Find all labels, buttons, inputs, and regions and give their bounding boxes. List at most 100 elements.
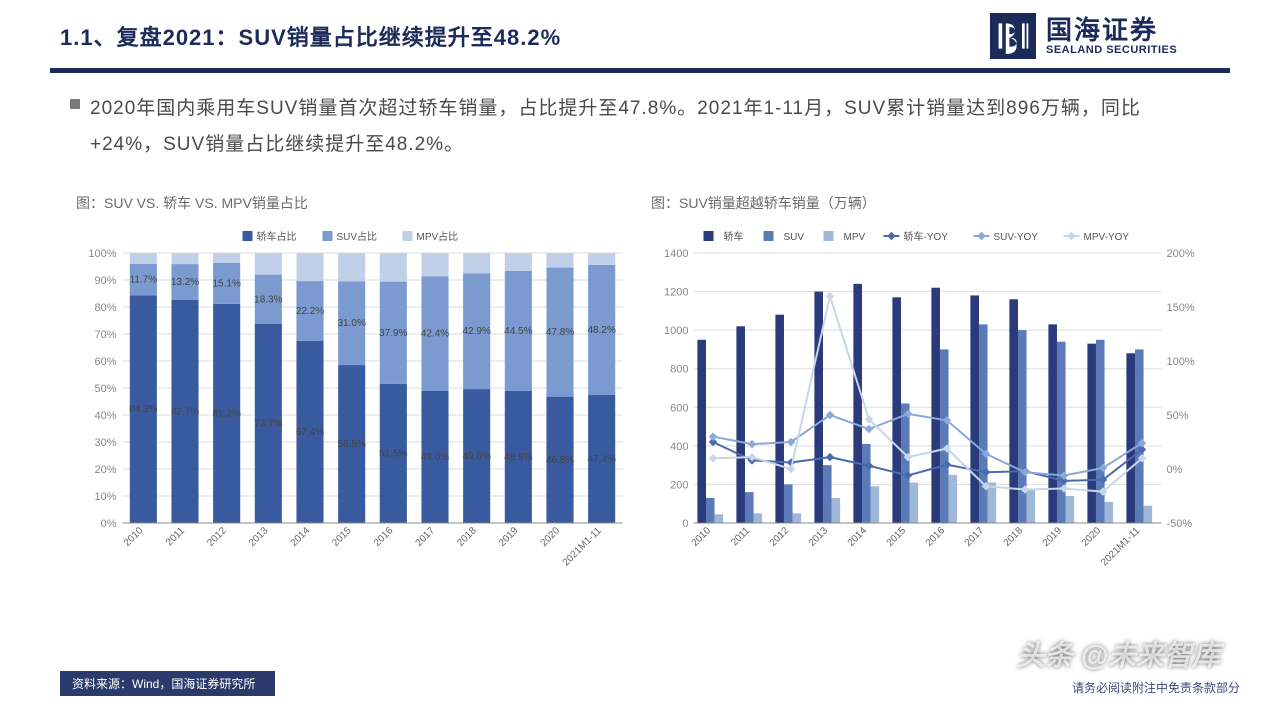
svg-text:2012: 2012 <box>768 525 792 549</box>
svg-text:2019: 2019 <box>1041 525 1065 549</box>
svg-text:2014: 2014 <box>846 525 870 549</box>
svg-text:84.3%: 84.3% <box>129 404 157 415</box>
svg-text:2018: 2018 <box>455 525 479 549</box>
chart-right-title: 图：SUV销量超越轿车销量（万辆） <box>645 193 1210 213</box>
svg-text:800: 800 <box>670 364 688 376</box>
svg-text:2012: 2012 <box>205 525 229 549</box>
slide-body: 2020年国内乘用车SUV销量首次超过轿车销量，占比提升至47.8%。2021年… <box>0 73 1280 588</box>
svg-text:20%: 20% <box>94 464 116 476</box>
svg-text:2015: 2015 <box>885 525 909 549</box>
svg-text:2015: 2015 <box>330 525 354 549</box>
svg-text:42.4%: 42.4% <box>421 329 449 340</box>
svg-text:SUV: SUV <box>784 232 805 243</box>
svg-text:2013: 2013 <box>807 525 831 549</box>
svg-text:90%: 90% <box>94 275 116 287</box>
slide-header: 1.1、复盘2021：SUV销量占比继续提升至48.2% 国海证券 SEALAN… <box>0 0 1280 60</box>
svg-text:22.2%: 22.2% <box>296 306 324 317</box>
stacked-bar-chart: 0%10%20%30%40%50%60%70%80%90%100%84.3%11… <box>70 223 635 583</box>
svg-text:44.5%: 44.5% <box>504 326 532 337</box>
svg-text:200%: 200% <box>1167 248 1195 260</box>
svg-text:2019: 2019 <box>497 525 521 549</box>
svg-text:轿车-YOY: 轿车-YOY <box>904 230 949 243</box>
body-paragraph: 2020年国内乘用车SUV销量首次超过轿车销量，占比提升至47.8%。2021年… <box>90 91 1210 163</box>
svg-text:11.7%: 11.7% <box>130 275 158 286</box>
svg-text:600: 600 <box>670 402 688 414</box>
svg-text:2020: 2020 <box>539 525 563 549</box>
svg-text:47.8%: 47.8% <box>546 327 574 338</box>
svg-text:81.2%: 81.2% <box>212 409 240 420</box>
svg-text:150%: 150% <box>1167 302 1195 314</box>
svg-text:31.0%: 31.0% <box>337 318 365 329</box>
watermark: 头条 @未来智库 <box>1017 634 1220 674</box>
svg-text:82.7%: 82.7% <box>171 407 199 418</box>
logo-cn: 国海证券 <box>1046 16 1177 45</box>
svg-text:2011: 2011 <box>729 525 752 548</box>
svg-text:48.9%: 48.9% <box>504 452 532 463</box>
combo-chart: 0200400600800100012001400-50%0%50%100%15… <box>645 223 1210 583</box>
svg-text:2011: 2011 <box>164 525 187 548</box>
logo-mark-icon <box>990 13 1036 59</box>
svg-text:67.4%: 67.4% <box>296 427 324 438</box>
svg-text:2017: 2017 <box>963 525 987 549</box>
svg-text:MPV: MPV <box>844 232 866 243</box>
svg-text:0: 0 <box>682 518 688 530</box>
logo-text: 国海证券 SEALAND SECURITIES <box>1046 16 1177 57</box>
svg-text:70%: 70% <box>94 329 116 341</box>
svg-text:50%: 50% <box>94 383 116 395</box>
svg-text:轿车: 轿车 <box>724 230 744 243</box>
svg-text:40%: 40% <box>94 410 116 422</box>
svg-text:1400: 1400 <box>664 248 688 260</box>
bullet-icon <box>70 99 80 109</box>
svg-text:2016: 2016 <box>924 525 948 549</box>
svg-text:0%: 0% <box>101 518 117 530</box>
svg-text:1200: 1200 <box>664 287 688 299</box>
svg-text:2021M1-11: 2021M1-11 <box>1099 525 1142 568</box>
svg-text:46.8%: 46.8% <box>546 455 574 466</box>
disclaimer: 请务必阅读附注中免责条款部分 <box>1072 679 1240 696</box>
svg-text:47.4%: 47.4% <box>587 454 615 465</box>
svg-text:49.6%: 49.6% <box>462 451 490 462</box>
svg-text:51.5%: 51.5% <box>379 449 407 460</box>
svg-text:轿车占比: 轿车占比 <box>257 230 297 243</box>
svg-text:SUV占比: SUV占比 <box>337 230 378 243</box>
svg-text:73.7%: 73.7% <box>254 419 282 430</box>
svg-text:1000: 1000 <box>664 325 688 337</box>
svg-text:37.9%: 37.9% <box>379 328 407 339</box>
svg-text:-50%: -50% <box>1167 518 1193 530</box>
svg-text:2020: 2020 <box>1080 525 1104 549</box>
slide-page: 1.1、复盘2021：SUV销量占比继续提升至48.2% 国海证券 SEALAN… <box>0 0 1280 720</box>
chart-left-col: 图：SUV VS. 轿车 VS. MPV销量占比 0% 10% 20% 30% 40% 5… <box>70 193 635 588</box>
svg-text:100%: 100% <box>88 248 116 260</box>
bullet-row: 2020年国内乘用车SUV销量首次超过轿车销量，占比提升至47.8%。2021年… <box>70 91 1210 163</box>
svg-text:2016: 2016 <box>372 525 396 549</box>
svg-text:2013: 2013 <box>247 525 271 549</box>
svg-text:10%: 10% <box>94 491 116 503</box>
svg-text:49.0%: 49.0% <box>421 452 449 463</box>
svg-text:MPV占比: MPV占比 <box>417 230 459 243</box>
chart-right-col: 图：SUV销量超越轿车销量（万辆） 0 200 400 600 800 1000 1200 1… <box>645 193 1210 588</box>
svg-text:15.1%: 15.1% <box>212 279 240 290</box>
svg-text:SUV-YOY: SUV-YOY <box>994 232 1039 243</box>
company-logo: 国海证券 SEALAND SECURITIES <box>990 8 1260 64</box>
svg-text:30%: 30% <box>94 437 116 449</box>
svg-text:100%: 100% <box>1167 356 1195 368</box>
svg-text:MPV-YOY: MPV-YOY <box>1084 232 1130 243</box>
svg-text:13.2%: 13.2% <box>171 277 199 288</box>
svg-text:2010: 2010 <box>122 525 146 549</box>
svg-text:18.3%: 18.3% <box>254 294 282 305</box>
svg-text:200: 200 <box>670 480 688 492</box>
svg-text:2017: 2017 <box>414 525 438 549</box>
source-footer: 资料来源：Wind，国海证券研究所 <box>60 671 275 696</box>
svg-text:58.5%: 58.5% <box>337 439 365 450</box>
svg-text:2014: 2014 <box>289 525 313 549</box>
svg-text:42.9%: 42.9% <box>462 326 490 337</box>
charts-row: 图：SUV VS. 轿车 VS. MPV销量占比 0% 10% 20% 30% 40% 5… <box>70 193 1210 588</box>
logo-en: SEALAND SECURITIES <box>1046 44 1177 56</box>
svg-text:400: 400 <box>670 441 688 453</box>
svg-text:48.2%: 48.2% <box>587 325 615 336</box>
svg-text:2018: 2018 <box>1002 525 1026 549</box>
chart-left-title: 图：SUV VS. 轿车 VS. MPV销量占比 <box>70 193 635 213</box>
svg-text:60%: 60% <box>94 356 116 368</box>
svg-text:0%: 0% <box>1167 464 1183 476</box>
svg-text:2021M1-11: 2021M1-11 <box>561 525 604 568</box>
